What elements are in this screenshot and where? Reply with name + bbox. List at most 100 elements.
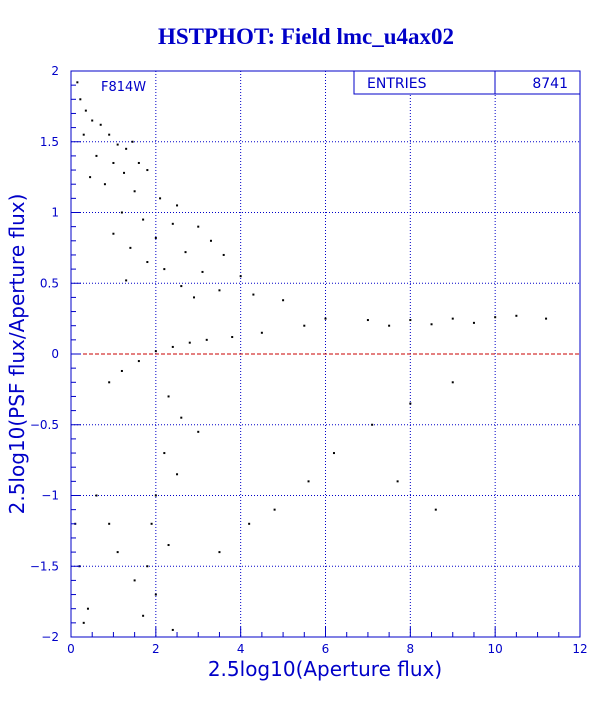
data-point (89, 176, 92, 179)
stats-value: 8741 (532, 76, 568, 92)
data-point (171, 345, 174, 348)
data-point (430, 323, 433, 326)
y-tick-label: −1.5 (30, 559, 59, 573)
data-point (84, 109, 87, 112)
data-point (180, 416, 183, 419)
data-point (163, 452, 166, 455)
data-point (252, 293, 255, 296)
data-point (116, 143, 119, 146)
data-point (120, 369, 123, 372)
data-point (76, 81, 79, 84)
data-point (159, 197, 162, 200)
data-point (248, 522, 251, 525)
data-point (142, 614, 145, 617)
data-point (103, 183, 106, 186)
data-point (125, 279, 128, 282)
stats-box: ENTRIES 8741 (353, 70, 581, 95)
data-point (167, 544, 170, 547)
data-point (218, 289, 221, 292)
data-point (222, 253, 225, 256)
data-point (239, 275, 242, 278)
data-point (197, 225, 200, 228)
data-point (146, 565, 149, 568)
data-point (494, 316, 497, 319)
data-points (74, 81, 548, 631)
y-tick-label: 0 (51, 347, 59, 361)
data-point (137, 360, 140, 363)
data-point (82, 621, 85, 624)
data-point (163, 268, 166, 271)
data-point (123, 171, 126, 174)
y-tick-label: −2 (41, 630, 59, 644)
data-point (371, 423, 374, 426)
data-point (231, 336, 234, 339)
data-point (171, 628, 174, 631)
data-point (154, 593, 157, 596)
data-point (91, 119, 94, 122)
x-tick-label: 0 (67, 642, 75, 656)
data-point (303, 324, 306, 327)
data-point (388, 324, 391, 327)
x-tick-label: 10 (488, 642, 503, 656)
data-point (472, 321, 475, 324)
data-point (366, 319, 369, 322)
data-point (108, 522, 111, 525)
data-point (82, 133, 85, 136)
data-point (125, 147, 128, 150)
x-tick-label: 4 (237, 642, 245, 656)
filter-annotation: F814W (101, 80, 146, 95)
data-point (154, 236, 157, 239)
x-tick-label: 12 (572, 642, 587, 656)
data-point (150, 522, 153, 525)
data-point (218, 551, 221, 554)
data-point (409, 319, 412, 322)
x-tick-label: 8 (407, 642, 415, 656)
data-point (112, 161, 115, 164)
data-point (95, 494, 98, 497)
data-point (133, 190, 136, 193)
data-point (146, 261, 149, 264)
data-point (180, 285, 183, 288)
data-point (176, 204, 179, 207)
data-point (154, 494, 157, 497)
y-tick-label: 0.5 (40, 276, 59, 290)
data-point (434, 508, 437, 511)
data-point (79, 98, 82, 101)
data-point (146, 169, 149, 172)
data-point (142, 218, 145, 221)
data-point (260, 331, 263, 334)
stats-label: ENTRIES (367, 76, 427, 92)
data-point (116, 551, 119, 554)
data-point (86, 607, 89, 610)
data-point (451, 381, 454, 384)
data-point (282, 299, 285, 302)
data-point (209, 239, 212, 242)
data-point (193, 296, 196, 299)
chart-title: HSTPHOT: Field lmc_u4ax02 (157, 24, 455, 49)
x-tick-label: 2 (152, 642, 160, 656)
y-tick-label: −1 (41, 489, 59, 503)
data-point (171, 222, 174, 225)
y-axis-label: 2.5log10(PSF flux/Aperture flux) (5, 194, 29, 515)
y-tick-label: −0.5 (30, 418, 59, 432)
y-tick-label: 2 (51, 64, 59, 78)
data-point (137, 161, 140, 164)
data-point (332, 452, 335, 455)
x-tick-label: 6 (322, 642, 330, 656)
data-point (201, 270, 204, 273)
data-point (112, 232, 115, 235)
data-point (154, 350, 157, 353)
data-point (197, 430, 200, 433)
data-point (131, 140, 134, 143)
data-point (176, 473, 179, 476)
data-point (120, 211, 123, 214)
data-point (324, 317, 327, 320)
data-point (409, 402, 412, 405)
data-point (515, 314, 518, 317)
data-point (451, 317, 454, 320)
data-point (95, 154, 98, 157)
y-tick-label: 1 (51, 206, 59, 220)
data-point (167, 395, 170, 398)
data-point (545, 317, 548, 320)
data-point (108, 133, 111, 136)
